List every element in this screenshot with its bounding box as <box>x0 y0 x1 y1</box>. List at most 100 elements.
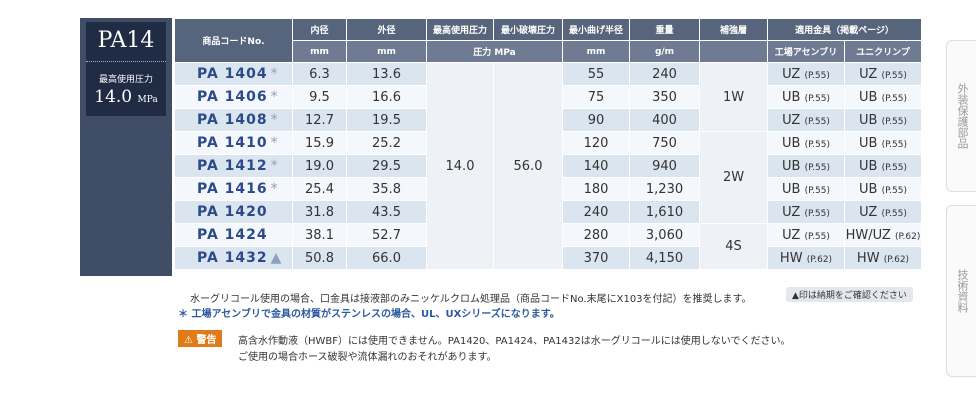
row: PA 1404 * 6.3 13.6 14.0 56.0 55 240 1W UZ (P.55) U… <box>174 62 922 270</box>
weight: 940 <box>629 154 700 178</box>
row: PA 1406 * 9.5 16.6 75 350 UB (P.55) UB (P.55) <box>174 85 922 109</box>
fitting-code: HW <box>856 250 880 266</box>
inner-diameter: 12.7 <box>292 108 347 132</box>
reinforcement: 2W <box>699 131 768 224</box>
row: PA 1424 38.1 52.7 280 3,060 4S UZ (P.55) HW/UZ … <box>174 223 922 270</box>
code: PA 1404 <box>197 66 268 82</box>
fitting: UZ (P.55) <box>767 200 845 224</box>
table-body: PA 1404 * 6.3 13.6 14.0 56.0 55 240 1W UZ (P.55) U… <box>174 62 922 270</box>
fitting-code: UB <box>859 135 878 151</box>
bend-radius: 75 <box>562 85 630 109</box>
fitting-header: 工場アセンブリ <box>767 40 845 63</box>
inner-diameter: 6.3 <box>292 62 347 86</box>
fitting-code: UZ <box>859 66 878 82</box>
unit: mm <box>346 40 427 63</box>
header: 最高使用圧力 <box>426 18 494 41</box>
warning-text: 警告 <box>196 335 217 346</box>
fitting: UB (P.55) <box>767 85 845 109</box>
row: PA 1432 ▲ 50.8 66.0 370 4,150 HW (P.62) HW (P.6… <box>174 246 922 270</box>
fitting-page: (P.55) <box>804 116 830 127</box>
fitting: UZ (P.55) <box>844 62 922 86</box>
pressure: 14.0 MPa <box>86 87 166 107</box>
fitting-code: HW/UZ <box>845 227 891 243</box>
fitting-code: UB <box>782 135 801 151</box>
header: 商品コードNo. <box>174 18 293 63</box>
bend-radius: 240 <box>562 200 630 224</box>
row: PA 1410 * 15.9 25.2 120 750 2W UB (P.55) UB (P.5… <box>174 131 922 224</box>
header: 外径 <box>346 18 427 41</box>
outer-diameter: 52.7 <box>346 223 427 247</box>
fitting-page: (P.62) <box>806 254 833 265</box>
code-cell: PA 1408 * <box>174 108 293 132</box>
reinforcement: 1W <box>699 62 768 132</box>
code: PA 1412 <box>197 158 268 174</box>
fitting: HW (P.62) <box>844 246 922 270</box>
code: PA 1420 <box>197 204 268 220</box>
fitting-code: UB <box>782 158 801 174</box>
fitting-code: UB <box>782 181 801 197</box>
header: 補強層 <box>699 18 768 41</box>
weight: 750 <box>629 131 700 155</box>
fitting-page: (P.55) <box>881 93 907 104</box>
fitting-code: HW <box>779 250 803 266</box>
fitting-page: (P.55) <box>804 70 830 81</box>
outer-diameter: 19.5 <box>346 108 427 132</box>
fitting: UZ (P.55) <box>844 200 922 224</box>
outer-diameter: 35.8 <box>346 177 427 201</box>
fitting: UB (P.55) <box>844 108 922 132</box>
code: PA 1424 <box>197 227 268 243</box>
row: PA 1420 31.8 43.5 240 1,610 UZ (P.55) UZ (P.55… <box>174 200 922 224</box>
weight: 1,610 <box>629 200 700 224</box>
code: PA 1432 <box>197 250 268 266</box>
fitting-code: UZ <box>782 227 801 243</box>
weight: 1,230 <box>629 177 700 201</box>
unit: mm <box>562 40 630 63</box>
series-name: PA14 <box>86 28 166 62</box>
weight: 240 <box>629 62 700 86</box>
note-badge: ▲印は納期をご確認ください <box>786 287 913 302</box>
warning-line: 高含水作動液（HWBF）には使用できません。PA1420、PA1424、PA14… <box>238 336 791 347</box>
header: 最小破壊圧力 <box>493 18 563 41</box>
burst-pressure: 56.0 <box>493 62 563 270</box>
inner-diameter: 50.8 <box>292 246 347 270</box>
bend-radius: 140 <box>562 154 630 178</box>
weight: 3,060 <box>629 223 700 247</box>
unit: mm <box>292 40 347 63</box>
fitting-code: UB <box>859 89 878 105</box>
outer-diameter: 16.6 <box>346 85 427 109</box>
fitting-code: UB <box>859 181 878 197</box>
unit-empty <box>699 40 768 63</box>
fitting: UB (P.55) <box>767 177 845 201</box>
fitting: HW/UZ (P.62) <box>844 223 922 247</box>
note: ＊ 工場アセンブリで金具の材質がステンレスの場合、UL、UXシリーズになります。 <box>178 309 560 320</box>
fitting-page: (P.55) <box>804 208 830 219</box>
inner-diameter: 19.0 <box>292 154 347 178</box>
fitting-code: UZ <box>782 112 801 128</box>
code-mark: * <box>270 135 279 151</box>
code-cell: PA 1424 <box>174 223 293 247</box>
header: 適用金具（掲載ページ） <box>767 18 922 41</box>
fitting: UB (P.55) <box>844 131 922 155</box>
fitting-page: (P.55) <box>804 231 830 242</box>
pressure-unit: MPa <box>137 95 158 105</box>
bend-radius: 180 <box>562 177 630 201</box>
fitting-page: (P.62) <box>883 254 910 265</box>
code-cell: PA 1420 <box>174 200 293 224</box>
note: 水ーグリコール使用の場合、口金具は接液部のみニッケルクロム処理品（商品コードNo… <box>190 294 752 305</box>
fitting-code: UB <box>859 112 878 128</box>
pressure-value: 14.0 <box>94 87 133 107</box>
side-tab[interactable]: 技術資料 <box>946 205 976 377</box>
weight: 4,150 <box>629 246 700 270</box>
fitting-page: (P.62) <box>894 231 921 242</box>
code-cell: PA 1410 * <box>174 131 293 155</box>
fitting: UZ (P.55) <box>767 223 845 247</box>
side-tab[interactable]: 外装保護部品 <box>946 40 976 192</box>
warning-label: ⚠ 警告 <box>178 330 223 347</box>
warning-line: ご使用の場合ホース破裂や流体漏れのおそれがあります。 <box>238 352 497 363</box>
max-pressure: 14.0 <box>426 62 494 270</box>
inner-diameter: 9.5 <box>292 85 347 109</box>
fitting: UB (P.55) <box>767 154 845 178</box>
fitting: UB (P.55) <box>844 177 922 201</box>
fitting-page: (P.55) <box>881 116 907 127</box>
